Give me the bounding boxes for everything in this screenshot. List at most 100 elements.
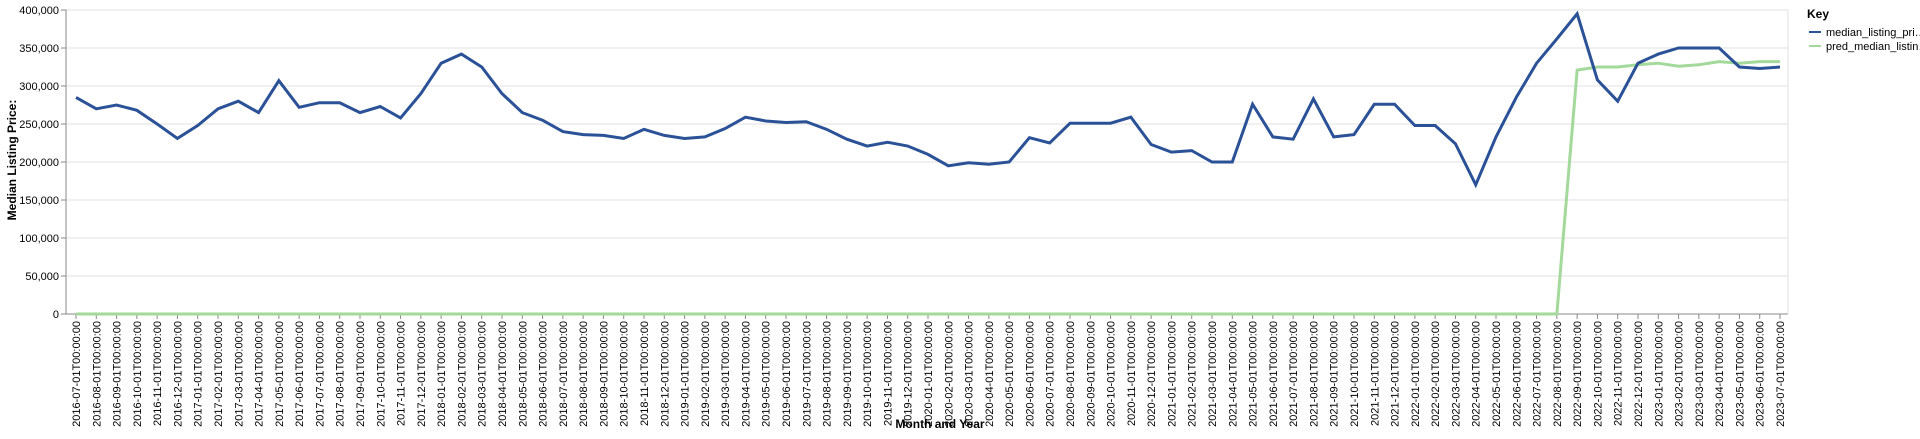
x-tick-label: 2020-02-01T00:00:00 [943,321,955,427]
x-tick-label: 2019-12-01T00:00:00 [903,321,915,427]
x-tick-label: 2016-07-01T00:00:00 [71,321,83,427]
y-tick-label: 200,000 [19,157,59,169]
x-tick-label: 2023-01-01T00:00:00 [1653,321,1665,427]
x-tick-label: 2023-07-01T00:00:00 [1775,321,1787,427]
x-tick-label: 2020-05-01T00:00:00 [1004,321,1016,427]
series-line [75,10,1781,189]
x-tick-label: 2022-04-01T00:00:00 [1471,321,1483,427]
x-tick-label: 2019-11-01T00:00:00 [882,321,894,426]
x-tick-label: 2021-05-01T00:00:00 [1248,321,1260,427]
x-tick-label: 2021-09-01T00:00:00 [1329,321,1341,427]
x-tick-label: 2022-09-01T00:00:00 [1572,321,1584,427]
x-tick-label: 2020-01-01T00:00:00 [923,321,935,427]
x-tick-label: 2016-10-01T00:00:00 [132,321,144,427]
x-tick-label: 2022-11-01T00:00:00 [1613,321,1625,426]
x-tick-label: 2021-04-01T00:00:00 [1227,321,1239,427]
x-tick-label: 2016-08-01T00:00:00 [91,321,103,427]
x-tick-label: 2022-10-01T00:00:00 [1592,321,1604,427]
legend-title: Key [1807,7,1829,21]
x-tick-label: 2017-03-01T00:00:00 [233,321,245,427]
x-tick-label: 2022-07-01T00:00:00 [1532,321,1544,427]
x-tick-label: 2019-02-01T00:00:00 [700,321,712,427]
x-tick-label: 2022-03-01T00:00:00 [1450,321,1462,427]
x-tick-label: 2018-11-01T00:00:00 [639,321,651,426]
x-tick-label: 2017-05-01T00:00:00 [274,321,286,427]
x-tick-label: 2022-01-01T00:00:00 [1410,321,1422,427]
x-tick-label: 2019-04-01T00:00:00 [740,321,752,427]
x-tick-label: 2017-07-01T00:00:00 [314,321,326,427]
x-tick-label: 2021-07-01T00:00:00 [1288,321,1300,427]
x-tick-label: 2022-05-01T00:00:00 [1491,321,1503,427]
x-tick-label: 2017-11-01T00:00:00 [396,321,408,426]
x-tick-label: 2017-06-01T00:00:00 [294,321,306,427]
x-tick-label: 2019-06-01T00:00:00 [781,321,793,427]
x-tick-label: 2023-03-01T00:00:00 [1694,321,1706,427]
x-tick-label: 2022-02-01T00:00:00 [1430,321,1442,427]
x-tick-label: 2021-02-01T00:00:00 [1187,321,1199,427]
x-tick-label: 2016-11-01T00:00:00 [152,321,164,426]
series-line [76,60,1780,316]
x-tick-label: 2016-09-01T00:00:00 [112,321,124,427]
x-tick-label: 2018-06-01T00:00:00 [538,321,550,427]
y-axis-label: Median Listing Price: [5,100,19,221]
x-tick-label: 2020-04-01T00:00:00 [984,321,996,427]
x-tick-label: 2018-08-01T00:00:00 [578,321,590,427]
x-tick-label: 2018-02-01T00:00:00 [456,321,468,427]
x-tick-label: 2022-12-01T00:00:00 [1633,321,1645,427]
x-tick-label: 2016-12-01T00:00:00 [172,321,184,427]
x-tick-label: 2021-03-01T00:00:00 [1207,321,1219,427]
x-tick-label: 2022-08-01T00:00:00 [1552,321,1564,427]
x-tick-label: 2018-04-01T00:00:00 [497,321,509,427]
x-tick-label: 2018-03-01T00:00:00 [477,321,489,427]
x-tick-label: 2023-02-01T00:00:00 [1674,321,1686,427]
x-tick-label: 2018-07-01T00:00:00 [558,321,570,427]
y-tick-label: 350,000 [19,43,59,55]
x-tick-label: 2018-05-01T00:00:00 [517,321,529,427]
x-tick-label: 2018-01-01T00:00:00 [436,321,448,427]
x-tick-label: 2017-01-01T00:00:00 [193,321,205,427]
x-tick-label: 2021-01-01T00:00:00 [1166,321,1178,427]
x-tick-label: 2021-11-01T00:00:00 [1369,321,1381,426]
x-tick-label: 2021-08-01T00:00:00 [1308,321,1320,427]
x-tick-label: 2018-12-01T00:00:00 [659,321,671,427]
x-tick-label: 2020-09-01T00:00:00 [1085,321,1097,427]
x-tick-label: 2020-03-01T00:00:00 [964,321,976,427]
x-tick-label: 2017-04-01T00:00:00 [254,321,266,427]
x-tick-label: 2017-08-01T00:00:00 [335,321,347,427]
x-tick-label: 2019-08-01T00:00:00 [822,321,834,427]
x-tick-label: 2020-12-01T00:00:00 [1146,321,1158,427]
legend-label: median_listing_pri… [1826,27,1920,39]
x-tick-label: 2020-11-01T00:00:00 [1126,321,1138,426]
x-tick-label: 2021-10-01T00:00:00 [1349,321,1361,427]
y-tick-label: 250,000 [19,119,59,131]
x-tick-label: 2019-05-01T00:00:00 [761,321,773,427]
x-tick-label: 2019-07-01T00:00:00 [801,321,813,427]
x-tick-label: 2018-09-01T00:00:00 [598,321,610,427]
x-tick-label: 2020-08-01T00:00:00 [1065,321,1077,427]
x-tick-label: 2017-09-01T00:00:00 [355,321,367,427]
x-tick-label: 2023-05-01T00:00:00 [1734,321,1746,427]
x-tick-label: 2019-01-01T00:00:00 [680,321,692,427]
x-tick-label: 2017-12-01T00:00:00 [416,321,428,427]
y-tick-label: 150,000 [19,195,59,207]
y-tick-label: 100,000 [19,233,59,245]
y-tick-label: 0 [53,309,59,321]
x-tick-label: 2020-10-01T00:00:00 [1106,321,1118,427]
x-tick-label: 2019-10-01T00:00:00 [862,321,874,427]
x-tick-label: 2021-06-01T00:00:00 [1268,321,1280,427]
x-tick-label: 2019-09-01T00:00:00 [842,321,854,427]
x-tick-label: 2022-06-01T00:00:00 [1511,321,1523,427]
x-tick-label: 2019-03-01T00:00:00 [720,321,732,427]
x-axis-label: Month and Year [895,417,984,431]
legend-label: pred_median_listin… [1826,41,1920,53]
x-tick-label: 2017-02-01T00:00:00 [213,321,225,427]
y-tick-label: 300,000 [19,81,59,93]
x-tick-label: 2017-10-01T00:00:00 [375,321,387,427]
y-tick-label: 50,000 [25,271,59,283]
y-tick-label: 400,000 [19,5,59,17]
x-tick-label: 2018-10-01T00:00:00 [619,321,631,427]
x-tick-label: 2023-06-01T00:00:00 [1755,321,1767,427]
x-tick-label: 2020-07-01T00:00:00 [1045,321,1057,427]
x-tick-label: 2023-04-01T00:00:00 [1714,321,1726,427]
